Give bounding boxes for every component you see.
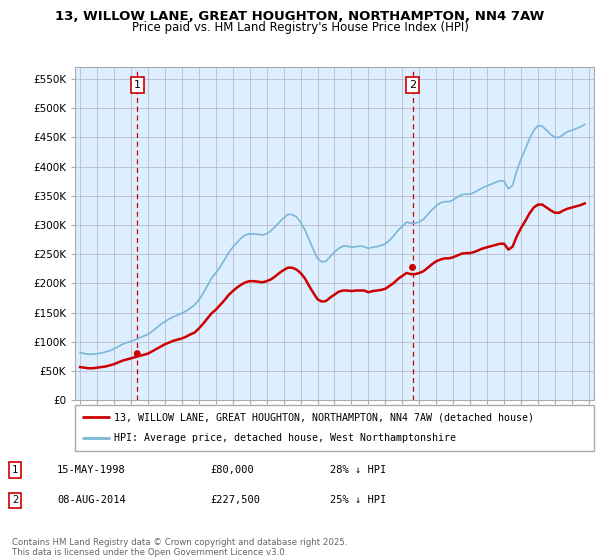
Text: 08-AUG-2014: 08-AUG-2014	[57, 496, 126, 506]
Text: 1: 1	[134, 80, 141, 90]
Text: 13, WILLOW LANE, GREAT HOUGHTON, NORTHAMPTON, NN4 7AW: 13, WILLOW LANE, GREAT HOUGHTON, NORTHAM…	[55, 10, 545, 23]
Text: 15-MAY-1998: 15-MAY-1998	[57, 465, 126, 475]
Point	[408, 263, 418, 272]
Text: Contains HM Land Registry data © Crown copyright and database right 2025.
This d: Contains HM Land Registry data © Crown c…	[12, 538, 347, 557]
Text: £80,000: £80,000	[210, 465, 254, 475]
Point	[133, 349, 142, 358]
Text: 2: 2	[12, 496, 18, 506]
Text: 1: 1	[12, 465, 18, 475]
Text: Price paid vs. HM Land Registry's House Price Index (HPI): Price paid vs. HM Land Registry's House …	[131, 21, 469, 34]
Text: £227,500: £227,500	[210, 496, 260, 506]
Text: 13, WILLOW LANE, GREAT HOUGHTON, NORTHAMPTON, NN4 7AW (detached house): 13, WILLOW LANE, GREAT HOUGHTON, NORTHAM…	[114, 412, 534, 422]
Text: 2: 2	[409, 80, 416, 90]
Text: 25% ↓ HPI: 25% ↓ HPI	[330, 496, 386, 506]
Text: 28% ↓ HPI: 28% ↓ HPI	[330, 465, 386, 475]
Text: HPI: Average price, detached house, West Northamptonshire: HPI: Average price, detached house, West…	[114, 433, 456, 444]
